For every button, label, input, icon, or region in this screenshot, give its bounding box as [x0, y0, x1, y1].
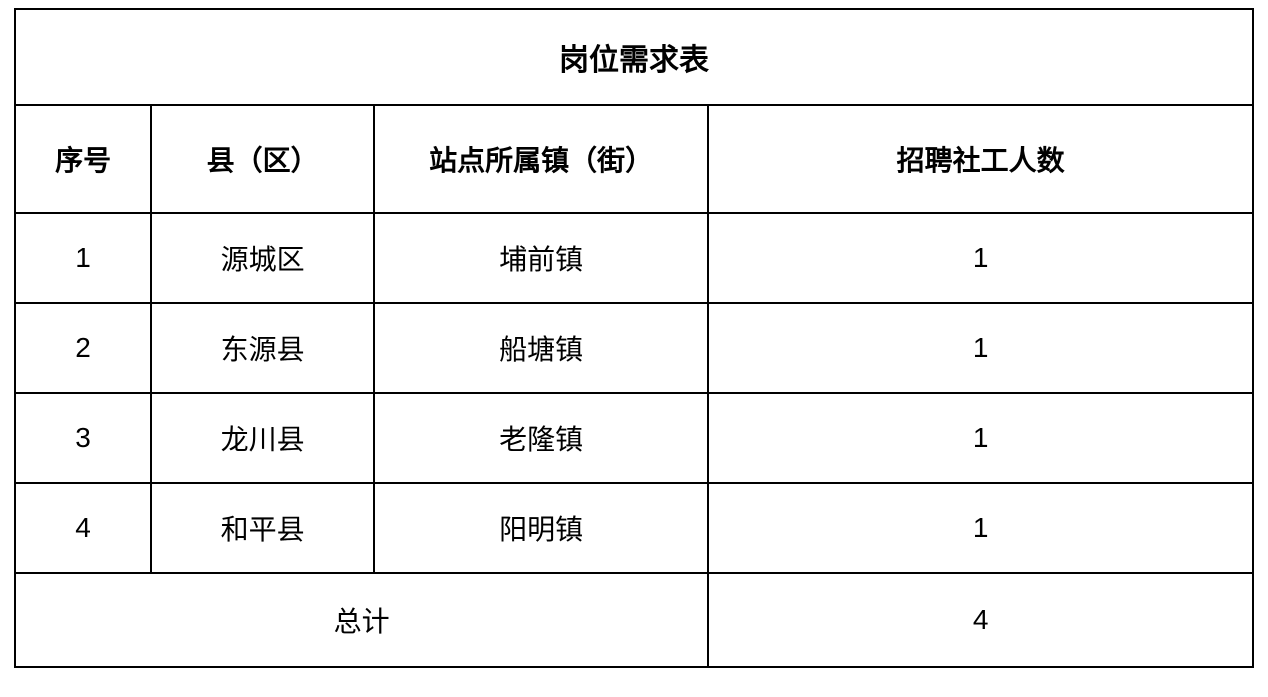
cell-count: 1 [708, 303, 1253, 393]
cell-index: 3 [15, 393, 151, 483]
header-town: 站点所属镇（街） [374, 105, 708, 213]
table-header-row: 序号 县（区） 站点所属镇（街） 招聘社工人数 [15, 105, 1253, 213]
cell-town: 阳明镇 [374, 483, 708, 573]
table-row: 2 东源县 船塘镇 1 [15, 303, 1253, 393]
cell-town: 船塘镇 [374, 303, 708, 393]
cell-index: 1 [15, 213, 151, 303]
header-count: 招聘社工人数 [708, 105, 1253, 213]
cell-district: 和平县 [151, 483, 374, 573]
header-index: 序号 [15, 105, 151, 213]
requirements-table: 岗位需求表 序号 县（区） 站点所属镇（街） 招聘社工人数 1 源城区 埔前镇 … [14, 8, 1254, 668]
table-total-row: 总计 4 [15, 573, 1253, 667]
cell-town: 埔前镇 [374, 213, 708, 303]
cell-district: 龙川县 [151, 393, 374, 483]
table-row: 4 和平县 阳明镇 1 [15, 483, 1253, 573]
table-row: 3 龙川县 老隆镇 1 [15, 393, 1253, 483]
cell-count: 1 [708, 483, 1253, 573]
cell-index: 4 [15, 483, 151, 573]
header-district: 县（区） [151, 105, 374, 213]
total-label: 总计 [15, 573, 708, 667]
cell-town: 老隆镇 [374, 393, 708, 483]
table-row: 1 源城区 埔前镇 1 [15, 213, 1253, 303]
cell-index: 2 [15, 303, 151, 393]
table-title-row: 岗位需求表 [15, 9, 1253, 105]
total-value: 4 [708, 573, 1253, 667]
cell-district: 源城区 [151, 213, 374, 303]
cell-count: 1 [708, 213, 1253, 303]
cell-district: 东源县 [151, 303, 374, 393]
table-title: 岗位需求表 [15, 9, 1253, 105]
cell-count: 1 [708, 393, 1253, 483]
